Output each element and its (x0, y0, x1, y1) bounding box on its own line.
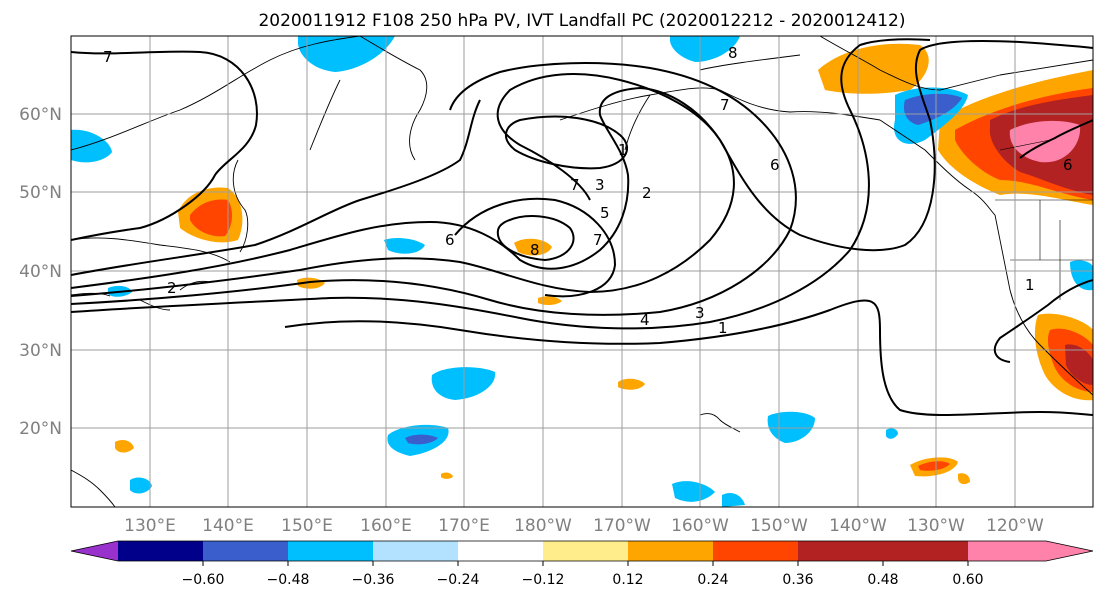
contour-label: 8 (530, 241, 540, 259)
colorbar-extend-low (71, 541, 118, 561)
colorbar-segment (118, 541, 203, 561)
lon-label: 160°W (671, 516, 729, 536)
contour-label: 1 (618, 141, 628, 159)
contour-label: 3 (595, 176, 605, 194)
contour-label: 1 (1025, 276, 1035, 294)
lon-label: 150°E (281, 516, 333, 536)
colorbar-ticks (202, 561, 969, 566)
lon-label: 140°W (829, 516, 887, 536)
contour-label: 3 (695, 304, 705, 322)
lon-label: 140°E (202, 516, 254, 536)
contour-label: 2 (167, 279, 177, 297)
contour-labels: 7 8 6 7 1 3 2 5 7 6 8 2 4 3 1 1 7 6 (103, 44, 1073, 337)
lat-label: 40°N (19, 262, 62, 282)
colorbar-tick-label: −0.36 (352, 572, 395, 588)
contour-label: 2 (642, 184, 652, 202)
map-panel: 7 8 6 7 1 3 2 5 7 6 8 2 4 3 1 1 7 6 (71, 36, 1093, 507)
lon-label: 120°W (986, 516, 1044, 536)
pv-shading (71, 36, 1093, 507)
colorbar-segment (543, 541, 628, 561)
lat-label: 20°N (19, 419, 62, 439)
lon-label: 130°E (124, 516, 176, 536)
colorbar-segment (713, 541, 798, 561)
colorbar-tick-label: −0.60 (182, 572, 225, 588)
colorbar-segment (288, 541, 373, 561)
contour-label: 6 (445, 231, 455, 249)
map-frame (70, 35, 1094, 508)
contour-label: 7 (570, 176, 580, 194)
colorbar-tick-label: 0.36 (782, 572, 813, 588)
lat-label: 30°N (19, 341, 62, 361)
figure-title: 2020011912 F108 250 hPa PV, IVT Landfall… (258, 11, 905, 31)
contour-label: 7 (720, 96, 730, 114)
contour-label: 6 (770, 156, 780, 174)
contour-label: 7 (593, 231, 603, 249)
colorbar-segment (458, 541, 543, 561)
colorbar-segment (203, 541, 288, 561)
lon-label: 170°W (593, 516, 651, 536)
contour-label: 6 (1063, 156, 1073, 174)
colorbar-segment (628, 541, 713, 561)
lon-label: 160°E (360, 516, 412, 536)
lon-label: 130°W (907, 516, 965, 536)
colorbar-tick-label: 0.48 (867, 572, 898, 588)
colorbar-extend-high (968, 541, 1093, 561)
lon-label: 150°W (750, 516, 808, 536)
lon-label: 170°E (438, 516, 490, 536)
lon-label: 180°W (514, 516, 572, 536)
contour-label: 4 (640, 311, 650, 329)
contour-label: 8 (728, 44, 738, 62)
colorbar-segment (883, 541, 968, 561)
colorbar-segment (798, 541, 883, 561)
colorbar-tick-label: −0.24 (437, 572, 480, 588)
colorbar-segment (373, 541, 458, 561)
colorbar-tick-label: −0.48 (267, 572, 310, 588)
lat-labels: 60°N 50°N 40°N 30°N 20°N (19, 105, 62, 439)
ivt-contours (71, 38, 1093, 417)
gridlines (71, 36, 1093, 507)
colorbar-tick-label: −0.12 (522, 572, 565, 588)
colorbar-tick-label: 0.24 (697, 572, 728, 588)
contour-label: 1 (718, 319, 728, 337)
colorbar: −0.60 −0.48 −0.36 −0.24 −0.12 0.12 0.24 … (70, 540, 1094, 588)
colorbar-tick-label: 0.60 (952, 572, 983, 588)
lat-label: 50°N (19, 183, 62, 203)
lat-label: 60°N (19, 105, 62, 125)
colorbar-tick-label: 0.12 (612, 572, 643, 588)
contour-label: 7 (103, 48, 113, 66)
lon-labels: 130°E 140°E 150°E 160°E 170°E 180°W 170°… (124, 516, 1044, 536)
contour-label: 5 (600, 204, 610, 222)
